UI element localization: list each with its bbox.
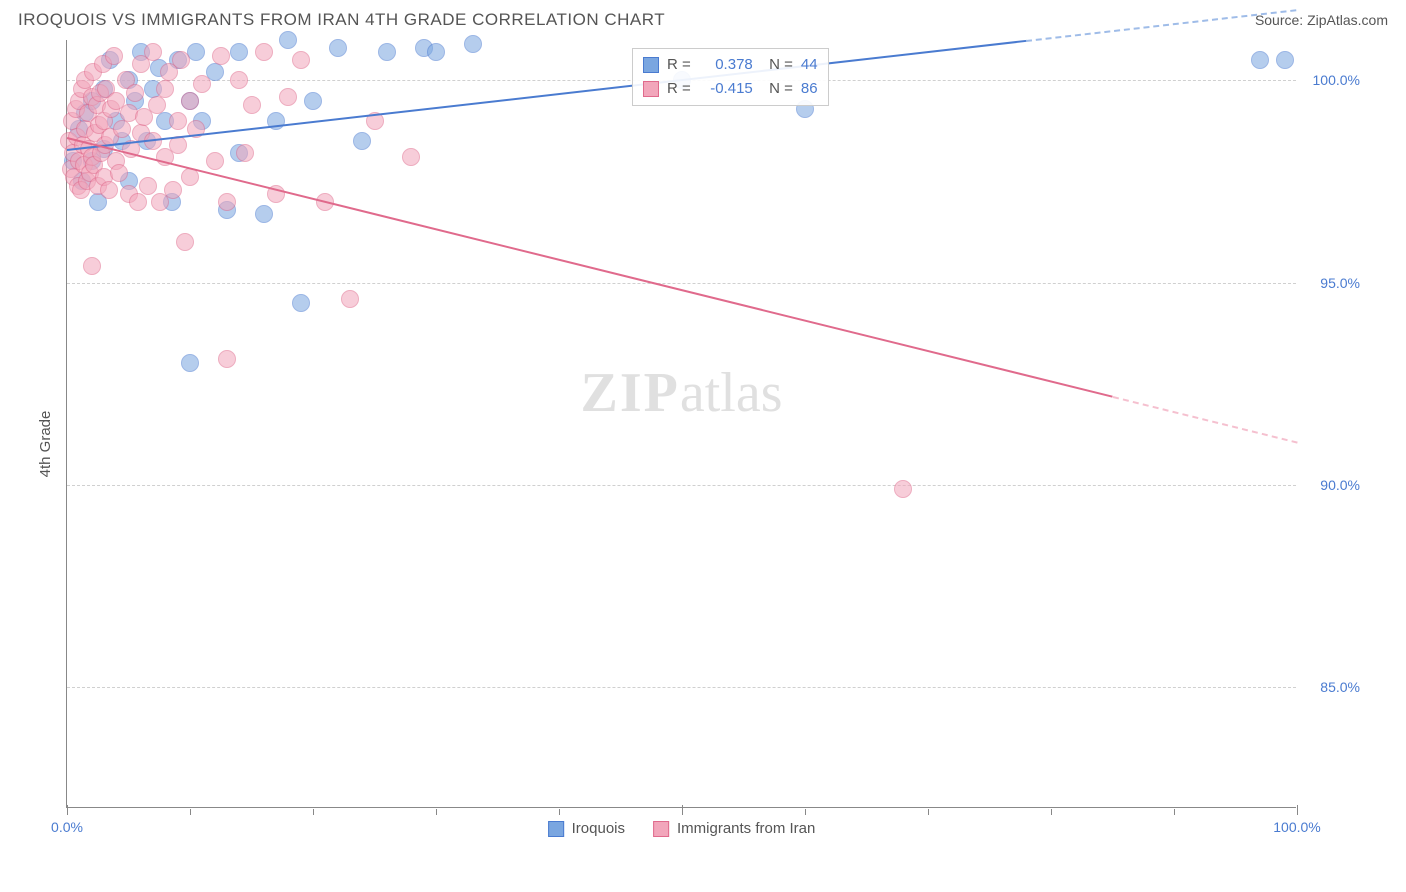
stats-n-label: N = (761, 53, 793, 77)
data-point (172, 51, 190, 69)
data-point (181, 354, 199, 372)
data-point (129, 193, 147, 211)
legend-swatch (548, 821, 564, 837)
legend-label: Iroquois (572, 820, 625, 837)
data-point (212, 47, 230, 65)
stats-r-label: R = (667, 77, 691, 101)
stats-row: R = -0.415 N = 86 (643, 77, 818, 101)
data-point (193, 75, 211, 93)
data-point (105, 47, 123, 65)
data-point (164, 181, 182, 199)
watermark: ZIPatlas (581, 361, 783, 425)
data-point (304, 92, 322, 110)
data-point (230, 43, 248, 61)
stats-n-value: 44 (801, 53, 818, 77)
data-point (218, 350, 236, 368)
data-point (1251, 51, 1269, 69)
x-tick (1174, 809, 1175, 815)
stats-box: R = 0.378 N = 44 R = -0.415 N = 86 (632, 48, 829, 106)
x-tick (190, 809, 191, 815)
data-point (113, 120, 131, 138)
legend-label: Immigrants from Iran (677, 820, 815, 837)
y-tick-label: 90.0% (1300, 477, 1360, 493)
data-point (144, 43, 162, 61)
x-tick (1297, 805, 1298, 815)
chart-area: 4th Grade ZIPatlas 85.0%90.0%95.0%100.0%… (18, 40, 1388, 848)
trend-line (1112, 396, 1297, 444)
data-point (169, 112, 187, 130)
x-tick-label: 0.0% (51, 819, 83, 835)
x-tick-label: 100.0% (1273, 819, 1320, 835)
data-point (139, 177, 157, 195)
stats-n-label: N = (761, 77, 793, 101)
stats-r-value: 0.378 (699, 53, 753, 77)
legend-swatch (653, 821, 669, 837)
data-point (176, 233, 194, 251)
series-swatch (643, 81, 659, 97)
data-point (464, 35, 482, 53)
stats-r-label: R = (667, 53, 691, 77)
x-tick (682, 805, 683, 815)
data-point (218, 193, 236, 211)
legend-item: Immigrants from Iran (653, 820, 815, 837)
legend: Iroquois Immigrants from Iran (548, 820, 816, 837)
data-point (255, 205, 273, 223)
data-point (206, 152, 224, 170)
gridline (67, 485, 1296, 486)
data-point (255, 43, 273, 61)
series-swatch (643, 57, 659, 73)
plot-region: ZIPatlas 85.0%90.0%95.0%100.0%0.0%100.0%… (66, 40, 1296, 808)
chart-source: Source: ZipAtlas.com (1255, 12, 1388, 28)
data-point (243, 96, 261, 114)
data-point (894, 480, 912, 498)
x-tick (436, 809, 437, 815)
y-tick-label: 85.0% (1300, 679, 1360, 695)
data-point (329, 39, 347, 57)
gridline (67, 283, 1296, 284)
stats-r-value: -0.415 (699, 77, 753, 101)
legend-item: Iroquois (548, 820, 625, 837)
data-point (353, 132, 371, 150)
data-point (341, 290, 359, 308)
y-axis-label: 4th Grade (37, 411, 54, 478)
data-point (181, 92, 199, 110)
x-tick (559, 809, 560, 815)
chart-header: IROQUOIS VS IMMIGRANTS FROM IRAN 4TH GRA… (0, 0, 1406, 36)
data-point (236, 144, 254, 162)
data-point (126, 84, 144, 102)
stats-n-value: 86 (801, 77, 818, 101)
data-point (292, 51, 310, 69)
data-point (378, 43, 396, 61)
chart-title: IROQUOIS VS IMMIGRANTS FROM IRAN 4TH GRA… (18, 10, 665, 30)
data-point (279, 88, 297, 106)
data-point (230, 71, 248, 89)
x-tick (928, 809, 929, 815)
y-tick-label: 95.0% (1300, 275, 1360, 291)
y-tick-label: 100.0% (1300, 72, 1360, 88)
data-point (402, 148, 420, 166)
x-tick (1051, 809, 1052, 815)
x-tick (67, 805, 68, 815)
data-point (110, 164, 128, 182)
gridline (67, 687, 1296, 688)
stats-row: R = 0.378 N = 44 (643, 53, 818, 77)
data-point (83, 257, 101, 275)
x-tick (313, 809, 314, 815)
x-tick (805, 809, 806, 815)
data-point (156, 80, 174, 98)
data-point (292, 294, 310, 312)
data-point (100, 181, 118, 199)
data-point (279, 31, 297, 49)
data-point (1276, 51, 1294, 69)
data-point (148, 96, 166, 114)
data-point (427, 43, 445, 61)
